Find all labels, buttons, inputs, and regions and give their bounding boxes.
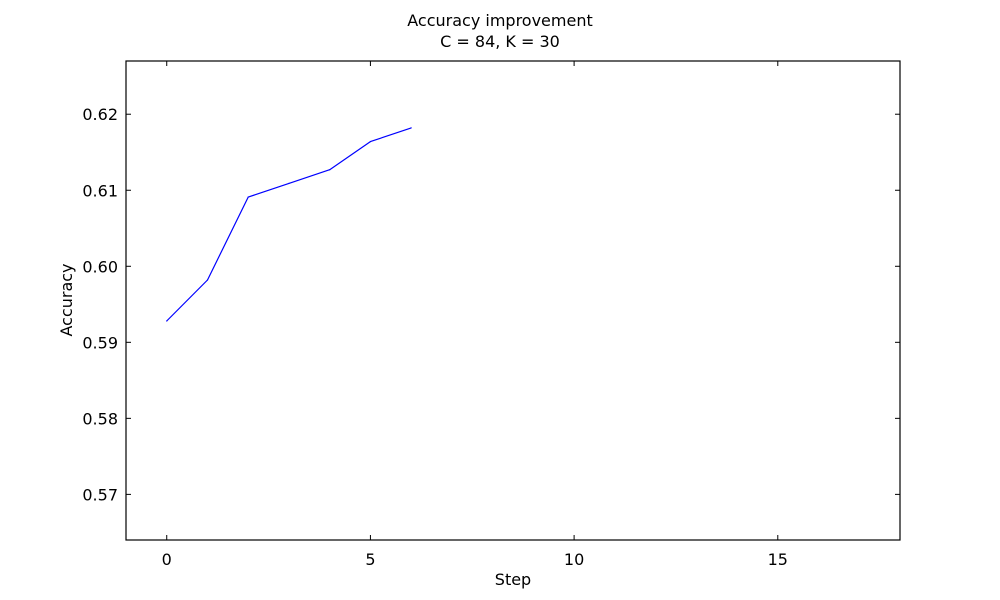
x-axis-label: Step: [495, 570, 531, 589]
y-tick-label: 0.61: [82, 181, 118, 200]
data-point: [369, 140, 372, 143]
y-tick-label: 0.59: [82, 333, 118, 352]
data-point: [206, 279, 209, 281]
y-tick-label: 0.60: [82, 257, 118, 276]
data-point: [288, 182, 290, 185]
chart-subtitle: C = 84, K = 30: [440, 32, 560, 51]
y-axis: 0.57 0.58 0.59 0.60 0.61 0.62: [82, 105, 900, 504]
y-tick-label: 0.57: [82, 485, 118, 504]
chart-title: Accuracy improvement: [407, 11, 593, 30]
plot-area: [166, 127, 412, 322]
x-tick-label: 0: [162, 550, 172, 569]
x-tick-label: 10: [564, 550, 584, 569]
x-tick-label: 5: [365, 550, 375, 569]
data-point: [410, 127, 412, 129]
data-point: [166, 320, 168, 322]
y-tick-label: 0.58: [82, 409, 118, 428]
plot-frame: [125, 60, 901, 541]
data-point: [247, 196, 249, 198]
x-tick-label: 15: [768, 550, 788, 569]
x-axis: 0 5 10 15: [162, 61, 788, 569]
y-axis-label: Accuracy: [57, 263, 76, 336]
data-point: [329, 169, 331, 171]
y-tick-label: 0.62: [82, 105, 118, 124]
